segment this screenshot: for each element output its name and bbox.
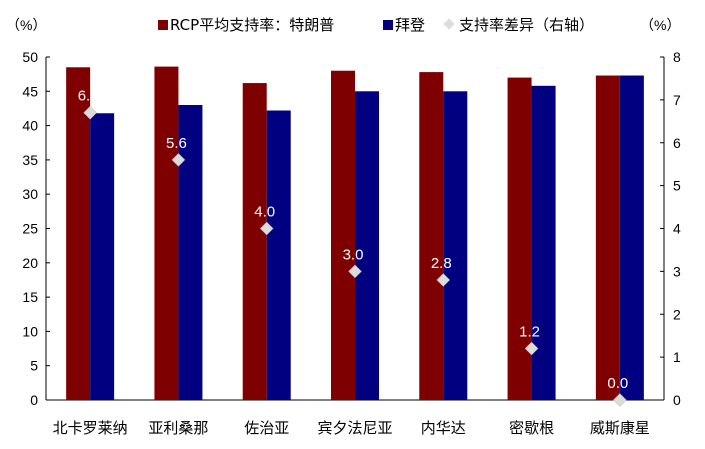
left-tick-label: 50 — [22, 49, 38, 65]
category-label: 宾夕法尼亚 — [317, 419, 392, 437]
right-axis-unit: （%） — [640, 17, 680, 33]
right-tick-label: 5 — [673, 178, 681, 194]
bar-trump — [331, 70, 355, 400]
bar-trump — [419, 72, 444, 400]
bar-trump — [507, 77, 532, 400]
category-label: 亚利桑那 — [148, 419, 208, 437]
left-tick-label: 5 — [30, 358, 38, 374]
bar-biden — [355, 91, 379, 401]
diff-data-label: 6.7 — [78, 88, 99, 105]
legend-swatch-biden — [383, 20, 393, 30]
left-tick-label: 35 — [22, 152, 38, 168]
diff-data-label: 4.0 — [254, 204, 275, 221]
left-tick-label: 25 — [22, 221, 38, 237]
bar-trump — [242, 83, 267, 401]
diff-data-label: 2.8 — [431, 255, 452, 272]
legend-label-diff: 支持率差异（右轴） — [459, 16, 594, 34]
diff-data-label: 1.2 — [519, 324, 540, 341]
category-labels: 北卡罗莱纳 亚利桑那 佐治亚 宾夕法尼亚 内华达 密歇根 威斯康星 — [53, 419, 650, 437]
category-label: 北卡罗莱纳 — [53, 419, 128, 437]
right-tick-label: 3 — [673, 263, 681, 279]
category-label: 密歇根 — [509, 419, 554, 437]
right-tick-label: 8 — [673, 49, 681, 65]
legend-swatch-diff-icon — [443, 18, 455, 30]
bar-trump — [595, 75, 620, 400]
left-tick-label: 10 — [22, 323, 38, 339]
left-tick-label: 40 — [22, 118, 38, 134]
diff-marker — [83, 106, 97, 120]
left-tick-label: 15 — [22, 289, 38, 305]
diff-data-label: 5.6 — [166, 135, 187, 152]
diff-marker — [171, 153, 186, 167]
diff-marker — [259, 221, 274, 236]
left-tick-label: 0 — [30, 392, 38, 408]
bar-trump — [154, 66, 179, 400]
bar-biden — [443, 91, 468, 401]
right-tick-label: 7 — [673, 92, 681, 108]
bars — [66, 66, 644, 401]
legend-label-trump: RCP平均支持率：特朗普 — [170, 16, 334, 34]
legend: RCP平均支持率：特朗普 拜登 支持率差异（右轴） — [158, 16, 594, 34]
diff-marker — [436, 273, 451, 287]
bar-biden — [90, 113, 115, 400]
left-tick-label: 30 — [22, 186, 38, 202]
diff-marker — [613, 393, 627, 407]
left-axis-unit: （%） — [6, 17, 46, 33]
diff-marker — [348, 264, 362, 279]
diff-data-label: 0.0 — [607, 375, 628, 392]
category-label: 佐治亚 — [244, 419, 289, 437]
right-tick-label: 2 — [673, 306, 681, 322]
right-tick-label: 1 — [673, 349, 681, 365]
bar-biden — [619, 75, 644, 400]
legend-label-biden: 拜登 — [395, 16, 425, 34]
diff-data-label: 3.0 — [343, 246, 364, 263]
category-label: 威斯康星 — [590, 419, 650, 437]
category-label: 内华达 — [421, 419, 466, 437]
bar-biden — [178, 105, 203, 401]
right-tick-label: 4 — [673, 221, 681, 237]
right-tick-label: 0 — [673, 392, 681, 408]
legend-swatch-trump — [158, 20, 168, 30]
right-tick-label: 6 — [673, 135, 681, 151]
bar-trump — [66, 67, 91, 400]
left-tick-label: 20 — [22, 255, 38, 271]
diff-markers: 6.7 5.6 4.0 3.0 2.8 1.2 0.0 — [78, 88, 628, 407]
bar-biden — [266, 110, 291, 401]
diff-marker — [524, 341, 539, 356]
bar-biden — [531, 85, 556, 400]
left-tick-label: 45 — [22, 83, 38, 99]
